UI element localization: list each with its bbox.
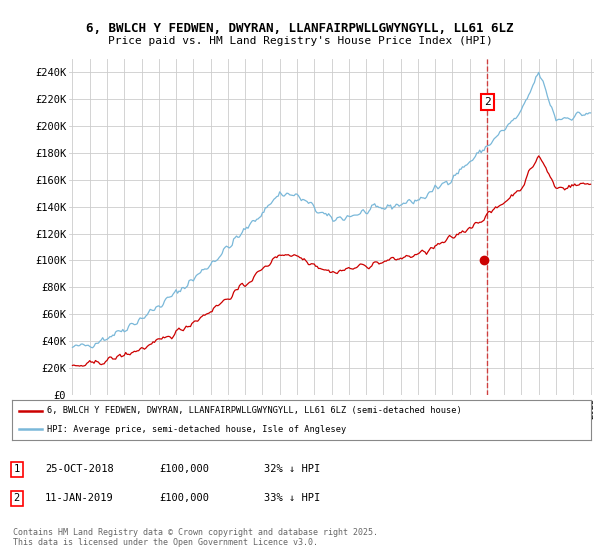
- Text: 25-OCT-2018: 25-OCT-2018: [45, 464, 114, 474]
- Text: £100,000: £100,000: [159, 464, 209, 474]
- Text: Price paid vs. HM Land Registry's House Price Index (HPI): Price paid vs. HM Land Registry's House …: [107, 36, 493, 46]
- Text: 6, BWLCH Y FEDWEN, DWYRAN, LLANFAIRPWLLGWYNGYLL, LL61 6LZ (semi-detached house): 6, BWLCH Y FEDWEN, DWYRAN, LLANFAIRPWLLG…: [47, 406, 461, 415]
- Text: HPI: Average price, semi-detached house, Isle of Anglesey: HPI: Average price, semi-detached house,…: [47, 425, 346, 434]
- Text: 6, BWLCH Y FEDWEN, DWYRAN, LLANFAIRPWLLGWYNGYLL, LL61 6LZ: 6, BWLCH Y FEDWEN, DWYRAN, LLANFAIRPWLLG…: [86, 22, 514, 35]
- Text: 33% ↓ HPI: 33% ↓ HPI: [264, 493, 320, 503]
- Text: 32% ↓ HPI: 32% ↓ HPI: [264, 464, 320, 474]
- Text: 2: 2: [484, 97, 491, 107]
- Text: 11-JAN-2019: 11-JAN-2019: [45, 493, 114, 503]
- Text: Contains HM Land Registry data © Crown copyright and database right 2025.
This d: Contains HM Land Registry data © Crown c…: [13, 528, 378, 548]
- Text: £100,000: £100,000: [159, 493, 209, 503]
- Text: 2: 2: [14, 493, 20, 503]
- Text: 1: 1: [14, 464, 20, 474]
